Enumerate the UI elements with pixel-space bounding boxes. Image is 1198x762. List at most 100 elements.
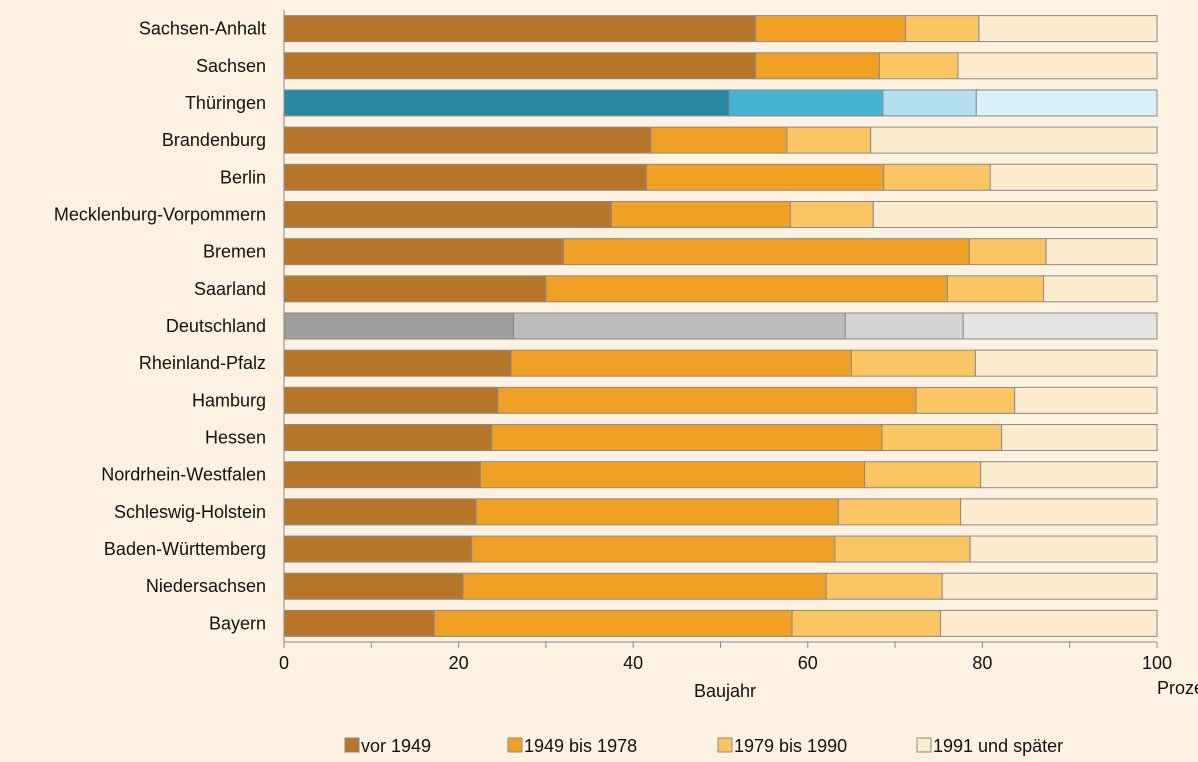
category-label: Baden-Württemberg — [104, 539, 266, 559]
bar-mecklenburg-vorpommern-series-2 — [789, 200, 874, 228]
bar-hessen-series-0 — [283, 424, 493, 452]
x-tick-label: 20 — [449, 653, 469, 673]
bar-hamburg-series-1 — [497, 386, 917, 414]
bar-brandenburg-series-2 — [786, 126, 872, 154]
legend-label-0: vor 1949 — [361, 736, 431, 756]
bar-niedersachsen-series-0 — [283, 572, 464, 600]
bar-hamburg-series-2 — [915, 386, 1016, 414]
category-label: Sachsen — [196, 56, 266, 76]
bar-sachsen-anhalt-series-0 — [283, 15, 756, 43]
bar-deutschland-series-2 — [844, 312, 964, 340]
bar-rheinland-pfalz-series-1 — [510, 349, 852, 377]
bar-bayern-series-3 — [940, 609, 1158, 637]
bar-sachsen-series-3 — [957, 52, 1158, 80]
bar-baden-wuerttemberg-series-2 — [834, 535, 971, 563]
category-label: Hamburg — [192, 390, 266, 410]
category-label: Nordrhein-Westfalen — [101, 465, 266, 485]
bar-sachsen-series-2 — [878, 52, 959, 80]
bar-saarland-series-3 — [1043, 275, 1158, 303]
legend-swatch-0 — [344, 737, 360, 753]
bar-berlin-series-1 — [645, 163, 885, 191]
category-label: Schleswig-Holstein — [114, 502, 266, 522]
bar-mecklenburg-vorpommern-series-1 — [610, 200, 791, 228]
bar-nordrhein-westfalen-series-0 — [283, 461, 481, 489]
bar-bremen-series-3 — [1045, 238, 1158, 266]
bar-niedersachsen-series-1 — [462, 572, 827, 600]
legend-label-1: 1949 bis 1978 — [524, 736, 637, 756]
category-label: Deutschland — [166, 316, 266, 336]
bar-hessen-series-2 — [881, 424, 1003, 452]
bar-thueringen-series-1 — [728, 89, 884, 117]
category-label: Berlin — [220, 167, 266, 187]
bar-baden-wuerttemberg-series-0 — [283, 535, 473, 563]
bar-thueringen-series-3 — [975, 89, 1158, 117]
bar-rheinland-pfalz-series-0 — [283, 349, 512, 377]
bar-rheinland-pfalz-series-3 — [974, 349, 1158, 377]
legend-title: Baujahr — [694, 681, 756, 701]
category-label: Brandenburg — [162, 130, 266, 150]
bar-deutschland-series-3 — [962, 312, 1158, 340]
bar-nordrhein-westfalen-series-2 — [864, 461, 982, 489]
x-tick-label: 40 — [623, 653, 643, 673]
legend-swatch-1 — [507, 737, 523, 753]
bar-hamburg-series-0 — [283, 386, 499, 414]
legend-swatch-3 — [916, 737, 932, 753]
bar-niedersachsen-series-2 — [825, 572, 943, 600]
bar-sachsen-series-0 — [283, 52, 756, 80]
category-label: Hessen — [205, 428, 266, 448]
category-label: Bremen — [203, 242, 266, 262]
bar-mecklenburg-vorpommern-series-0 — [283, 200, 612, 228]
category-label: Mecklenburg-Vorpommern — [54, 204, 266, 224]
bar-bayern-series-1 — [433, 609, 793, 637]
x-tick-label: 100 — [1142, 653, 1172, 673]
legend-swatch-2 — [717, 737, 733, 753]
bar-baden-wuerttemberg-series-3 — [969, 535, 1158, 563]
bar-thueringen-series-2 — [882, 89, 977, 117]
bar-brandenburg-series-3 — [870, 126, 1158, 154]
bar-sachsen-series-1 — [754, 52, 880, 80]
x-tick-label: 80 — [972, 653, 992, 673]
bar-thueringen-series-0 — [283, 89, 730, 117]
legend-label-3: 1991 und später — [933, 736, 1063, 756]
bar-rheinland-pfalz-series-2 — [850, 349, 976, 377]
bar-hessen-series-1 — [491, 424, 883, 452]
bar-deutschland-series-1 — [513, 312, 846, 340]
bar-sachsen-anhalt-series-2 — [905, 15, 980, 43]
bar-bremen-series-2 — [968, 238, 1047, 266]
bar-sachsen-anhalt-series-3 — [978, 15, 1158, 43]
bar-schleswig-holstein-series-2 — [837, 498, 962, 526]
category-label: Rheinland-Pfalz — [139, 353, 266, 373]
bar-baden-wuerttemberg-series-1 — [471, 535, 836, 563]
x-tick-label: 0 — [279, 653, 289, 673]
bar-deutschland-series-0 — [283, 312, 515, 340]
x-tick-label: 60 — [798, 653, 818, 673]
bar-hamburg-series-3 — [1014, 386, 1158, 414]
bar-saarland-series-1 — [545, 275, 948, 303]
legend-label-2: 1979 bis 1990 — [734, 736, 847, 756]
category-label: Saarland — [194, 279, 266, 299]
bar-nordrhein-westfalen-series-3 — [980, 461, 1158, 489]
category-label: Thüringen — [185, 93, 266, 113]
bar-nordrhein-westfalen-series-1 — [479, 461, 866, 489]
bar-sachsen-anhalt-series-1 — [754, 15, 907, 43]
bar-hessen-series-3 — [1001, 424, 1158, 452]
bar-bremen-series-0 — [283, 238, 564, 266]
bar-berlin-series-3 — [989, 163, 1158, 191]
bar-schleswig-holstein-series-1 — [475, 498, 839, 526]
bar-bayern-series-0 — [283, 609, 435, 637]
bar-niedersachsen-series-3 — [941, 572, 1158, 600]
bar-brandenburg-series-0 — [283, 126, 652, 154]
category-label: Sachsen-Anhalt — [139, 19, 266, 39]
bar-mecklenburg-vorpommern-series-3 — [872, 200, 1158, 228]
x-axis-title: Prozent — [1157, 678, 1198, 698]
bar-saarland-series-2 — [946, 275, 1045, 303]
bar-bayern-series-2 — [791, 609, 942, 637]
bar-schleswig-holstein-series-0 — [283, 498, 477, 526]
bar-schleswig-holstein-series-3 — [960, 498, 1158, 526]
bar-bremen-series-1 — [562, 238, 970, 266]
bar-brandenburg-series-1 — [650, 126, 788, 154]
category-label: Bayern — [209, 613, 266, 633]
bar-saarland-series-0 — [283, 275, 547, 303]
